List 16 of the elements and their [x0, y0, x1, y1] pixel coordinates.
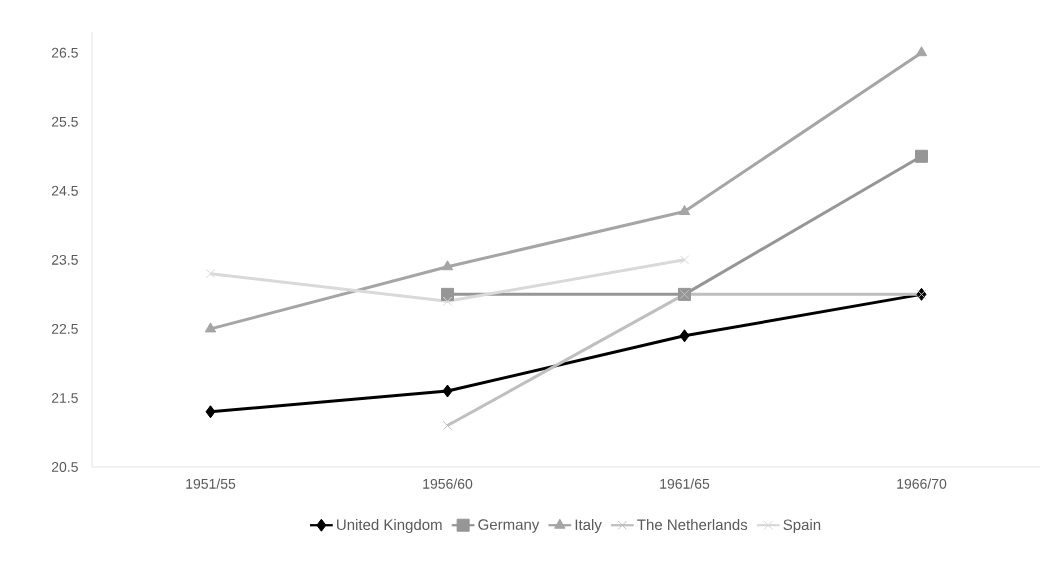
x-tick-label: 1956/60	[423, 478, 473, 489]
x-tick-label: 1951/55	[186, 478, 236, 489]
y-tick-label: 21.5	[51, 392, 78, 403]
y-tick-label: 24.5	[51, 185, 78, 196]
legend-label: The Netherlands	[637, 519, 748, 531]
y-tick-label: 22.5	[51, 323, 78, 334]
y-tick-label: 25.5	[51, 116, 78, 127]
legend-label: Spain	[783, 519, 821, 534]
y-tick-label: 23.5	[51, 254, 78, 265]
y-tick-label: 20.5	[51, 462, 78, 472]
y-tick-label: 26.5	[51, 47, 78, 58]
legend-label: Italy	[575, 519, 602, 534]
legend-label: Germany	[478, 519, 540, 533]
x-tick-label: 1961/65	[660, 478, 710, 489]
x-tick-label: 1966/70	[897, 478, 947, 489]
legend-label: United Kingdom	[337, 519, 442, 534]
